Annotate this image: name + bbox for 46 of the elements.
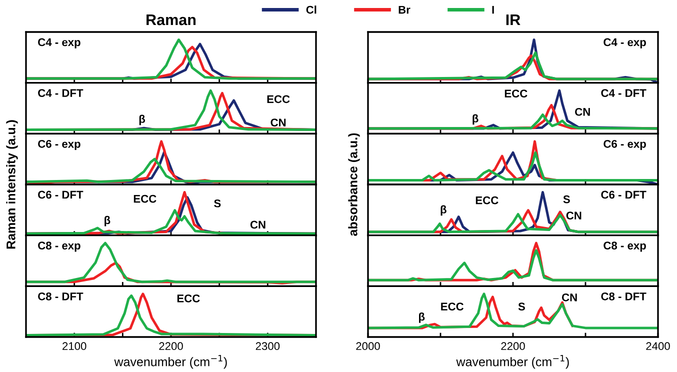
annotation: C8 - DFT — [601, 292, 646, 300]
annotation: ECC — [177, 294, 200, 302]
annotation: β — [139, 114, 146, 126]
annotation: C4 - DFT — [38, 89, 84, 97]
annotation: β — [472, 114, 478, 125]
annotation: β — [104, 216, 110, 226]
x-tick-label: 2400 — [646, 342, 670, 350]
y-axis-title: Raman intensity (a.u.) — [6, 120, 18, 249]
annotation: CN — [575, 108, 590, 116]
annotation: β — [440, 205, 446, 216]
annotation: C8 - exp — [604, 242, 646, 252]
y-axis-title: absorbance (a.u.) — [348, 133, 360, 236]
annotation: S — [563, 195, 570, 204]
legend-label: Cl — [306, 6, 316, 14]
chart-title: Raman — [146, 14, 196, 26]
annotation: CN — [566, 212, 582, 220]
legend-label: I — [492, 6, 494, 14]
annotation: C4 - DFT — [601, 89, 646, 97]
x-axis-title: wavenumber (cm$^{−1}$) — [114, 354, 227, 369]
x-tick-label: 2200 — [159, 342, 183, 350]
annotation: C8 - DFT — [38, 292, 84, 300]
annotation: C6 - exp — [604, 140, 646, 150]
annotation: ECC — [267, 95, 290, 104]
annotation: ECC — [441, 302, 464, 310]
annotation: C6 - DFT — [601, 190, 646, 199]
annotation: C8 - exp — [38, 242, 80, 252]
x-tick-label: 2000 — [356, 342, 380, 350]
annotation: β — [419, 312, 425, 323]
annotation: S — [518, 302, 525, 310]
annotation: C4 - exp — [38, 38, 80, 48]
annotation: C4 - exp — [604, 38, 646, 48]
annotation: ECC — [134, 194, 156, 203]
x-tick-label: 2300 — [256, 342, 280, 350]
annotation: CN — [270, 118, 286, 126]
annotation: C6 - exp — [38, 140, 80, 150]
annotation: CN — [250, 220, 266, 229]
x-tick-label: 2200 — [501, 342, 525, 350]
annotation: CN — [562, 293, 577, 302]
chart-title: IR — [506, 14, 520, 26]
annotation: ECC — [476, 196, 498, 204]
x-axis-title: wavenumber (cm$^{−1}$) — [456, 354, 569, 369]
legend-label: Br — [398, 6, 410, 14]
x-tick-label: 2100 — [62, 342, 86, 350]
annotation: ECC — [504, 90, 528, 98]
annotation: C6 - DFT — [38, 190, 84, 199]
annotation: S — [214, 199, 221, 208]
